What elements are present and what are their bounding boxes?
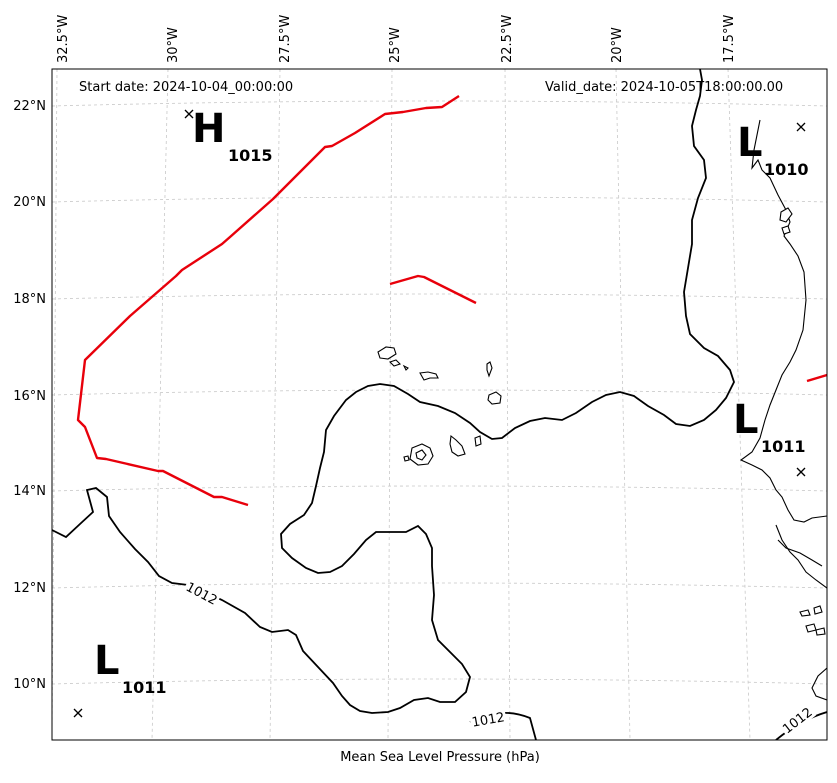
center-cross-icon: [184, 109, 194, 119]
x-axis-label: Mean Sea Level Pressure (hPa): [340, 750, 540, 765]
lon-tick-label: 20°W: [610, 27, 625, 63]
contour-labels: 1012 1012 1012: [182, 577, 817, 738]
graticule-meridian: [269, 69, 281, 740]
lat-tick-label: 12°N: [13, 581, 46, 596]
graticule-meridian: [727, 69, 751, 740]
bijagos-island: [805, 623, 817, 633]
trough-line-west: [76, 94, 460, 507]
start-date: Start date: 2024-10-04_00:00:00: [79, 80, 293, 95]
africa-coastline: [811, 667, 827, 701]
high-pressure-symbol: H: [192, 106, 225, 152]
contour-label-bg: [777, 702, 817, 738]
lat-tick-label: 16°N: [13, 389, 46, 404]
island-santa-luzia: [402, 364, 409, 371]
low-pressure-value: 1010: [764, 160, 809, 179]
contour-label-bg: [468, 707, 508, 731]
lat-tick-label: 14°N: [13, 484, 46, 499]
lat-tick-label: 10°N: [13, 677, 46, 692]
island-sao-vicente: [388, 359, 402, 367]
latitude-ticks: 22°N 20°N 18°N 16°N 14°N 12°N 10°N: [13, 99, 46, 692]
island-brava: [403, 455, 410, 462]
graticule-parallel: [52, 196, 827, 203]
graticule-parallel: [52, 293, 827, 300]
center-cross-icon: [73, 708, 83, 718]
lon-tick-label: 30°W: [166, 27, 181, 63]
island-sao-nicolau: [419, 371, 439, 381]
lat-tick-label: 22°N: [13, 99, 46, 114]
graticule-meridian: [151, 69, 169, 740]
lon-tick-label: 17.5°W: [722, 15, 737, 63]
bijagos-island: [813, 605, 823, 615]
island-fogo-caldera: [415, 449, 427, 461]
lat-tick-label: 20°N: [13, 195, 46, 210]
africa-coastline: [777, 539, 823, 567]
coastline: [739, 119, 827, 701]
trough-line-central: [389, 274, 477, 305]
bijagos-island: [815, 627, 826, 636]
coastal-island: [779, 207, 793, 223]
map-frame: [51, 68, 828, 741]
graticule-parallel: [52, 678, 827, 685]
low-pressure-symbol: L: [733, 397, 759, 443]
graticule-meridian: [52, 69, 58, 740]
graticule-meridian: [615, 69, 631, 740]
graticule-parallel: [52, 100, 827, 107]
island-maio: [474, 435, 482, 447]
pressure-centers: H 1015 L 1010 L 1011 L 1011: [73, 106, 809, 718]
lon-tick-label: 22.5°W: [500, 15, 515, 63]
valid-date: Valid_date: 2024-10-05T18:00:00.00: [545, 80, 783, 95]
center-cross-icon: [796, 122, 806, 132]
lat-tick-label: 18°N: [13, 292, 46, 307]
lon-tick-label: 27.5°W: [278, 15, 293, 63]
lon-tick-label: 32.5°W: [56, 15, 71, 63]
bijagos-island: [799, 609, 811, 617]
graticule-parallel: [52, 582, 827, 589]
lon-tick-label: 25°W: [388, 27, 403, 63]
graticule-parallel: [52, 389, 827, 396]
graticule-meridian: [504, 69, 511, 740]
isobars: [52, 69, 827, 740]
cape-verde-islands: [377, 346, 502, 466]
graticule-meridian: [387, 69, 393, 740]
africa-coastline: [739, 119, 827, 523]
graticule-parallel: [52, 485, 827, 492]
center-cross-icon: [796, 467, 806, 477]
high-pressure-value: 1015: [228, 146, 273, 165]
low-pressure-symbol: L: [94, 638, 120, 684]
low-pressure-value: 1011: [761, 437, 806, 456]
island-santo-antao: [377, 346, 397, 360]
contour-label: 1012: [471, 710, 506, 731]
coastal-island: [781, 225, 791, 235]
low-pressure-symbol: L: [737, 120, 763, 166]
isobar-1012: [52, 69, 735, 714]
island-santiago: [449, 434, 466, 457]
africa-coastline: [775, 524, 827, 589]
longitude-ticks: 32.5°W 30°W 27.5°W 25°W 22.5°W 20°W 17.5…: [56, 15, 737, 63]
trough-line-east: [806, 373, 827, 383]
island-boa-vista: [487, 391, 502, 405]
graticule: [52, 69, 827, 740]
low-pressure-value: 1011: [122, 678, 167, 697]
contour-label-bg: [182, 577, 222, 609]
island-sal: [486, 361, 493, 378]
fronts: [76, 94, 827, 507]
